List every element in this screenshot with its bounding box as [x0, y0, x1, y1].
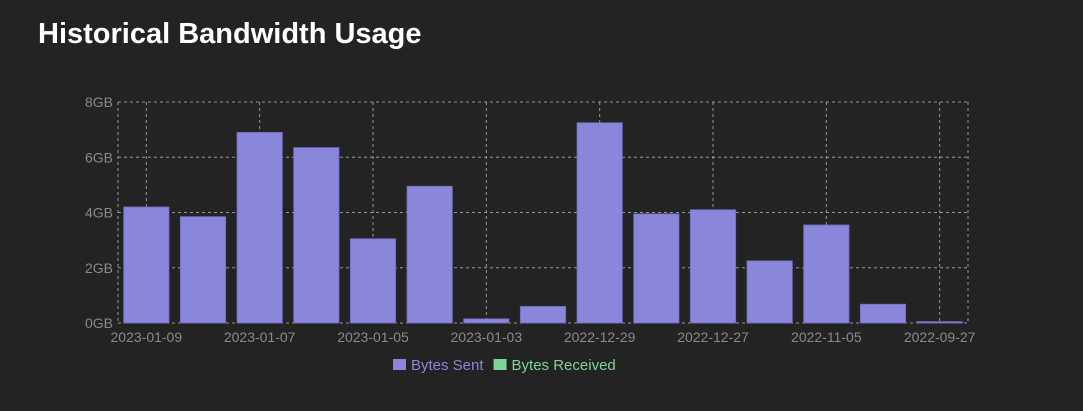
- bar-bytes-sent: [859, 303, 907, 324]
- x-tick-label: 2023-01-07: [224, 329, 296, 345]
- bar-bytes-sent: [746, 260, 793, 324]
- x-tick-label: 2023-01-03: [451, 329, 523, 345]
- bar-bytes-sent: [689, 209, 737, 324]
- bar-bytes-sent: [916, 321, 963, 324]
- bar-bytes-sent: [406, 185, 453, 324]
- x-tick-label: 2023-01-09: [111, 329, 183, 345]
- bar-bytes-sent: [349, 238, 397, 324]
- bar-bytes-sent: [179, 216, 227, 324]
- x-tick-label: 2022-12-29: [564, 329, 636, 345]
- y-tick-label: 8GB: [85, 94, 113, 110]
- legend-label: Bytes Sent: [411, 357, 484, 374]
- bar-bytes-sent: [519, 306, 567, 324]
- y-tick-label: 4GB: [85, 205, 113, 221]
- x-tick-label: 2022-11-05: [791, 329, 862, 345]
- legend-label: Bytes Received: [512, 357, 616, 374]
- bar-bytes-sent: [293, 147, 340, 324]
- x-tick-label: 2022-12-27: [677, 329, 749, 345]
- bar-bytes-sent: [803, 224, 850, 324]
- bar-bytes-sent: [633, 213, 680, 324]
- legend-swatch: [493, 359, 507, 370]
- bar-bytes-sent: [576, 122, 623, 324]
- bar-bytes-sent: [236, 131, 283, 324]
- y-tick-label: 6GB: [85, 149, 113, 165]
- bar-bytes-sent: [123, 206, 170, 324]
- y-tick-label: 0GB: [85, 315, 113, 331]
- chart-title: Historical Bandwidth Usage: [38, 18, 422, 50]
- x-tick-label: 2023-01-05: [337, 329, 409, 345]
- x-tick-label: 2022-09-27: [904, 329, 976, 345]
- legend-swatch: [393, 359, 406, 370]
- y-tick-label: 2GB: [85, 260, 113, 276]
- bar-bytes-sent: [463, 318, 510, 324]
